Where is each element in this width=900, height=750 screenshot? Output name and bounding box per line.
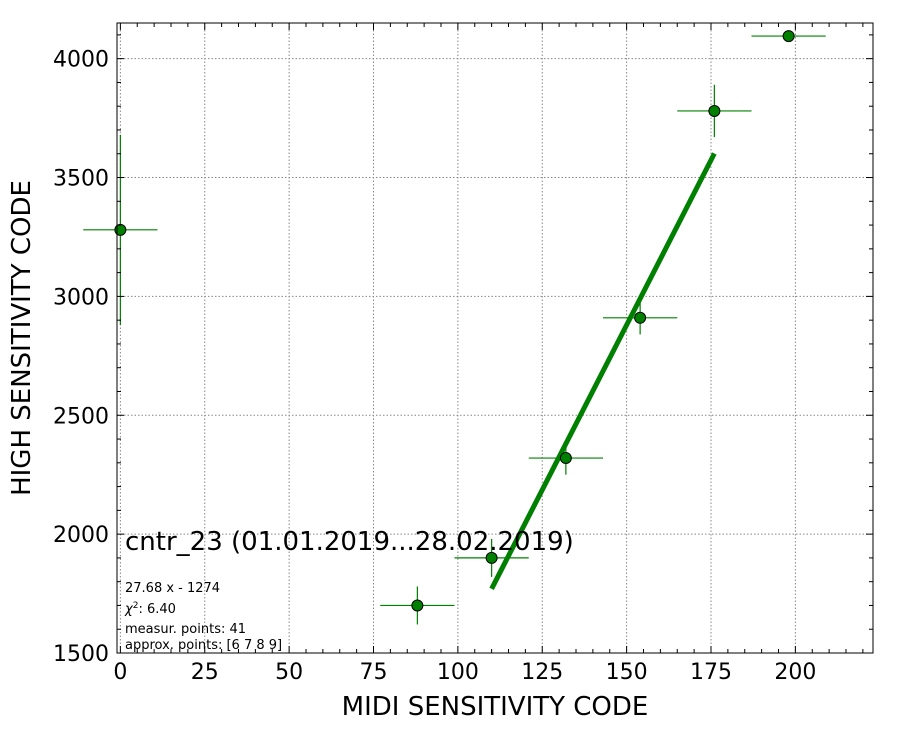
data-point — [634, 311, 647, 324]
annotation-chi2: χ2: 6.40 — [124, 601, 176, 617]
fit-line-layer — [489, 152, 717, 590]
grid — [117, 23, 873, 654]
x-tick-label: 200 — [774, 660, 816, 685]
y-tick-label: 1500 — [53, 642, 109, 667]
data-point — [114, 223, 127, 236]
data-point — [782, 30, 795, 43]
data-points — [114, 30, 795, 612]
x-tick-label: 100 — [437, 660, 479, 685]
x-tick-label: 175 — [690, 660, 732, 685]
chart-title: cntr_23 (01.01.2019...28.02.2019) — [125, 527, 574, 557]
x-tick-label: 25 — [191, 660, 219, 685]
x-tick-label: 0 — [113, 660, 127, 685]
annotation-approx-points: approx. points: [6 7 8 9] — [125, 638, 282, 653]
axis-ticks — [117, 23, 873, 654]
y-tick-label: 2500 — [53, 404, 109, 429]
x-axis-label: MIDI SENSITIVITY CODE — [342, 692, 649, 722]
data-point — [485, 551, 498, 564]
y-axis-label: HIGH SENSITIVITY CODE — [7, 180, 37, 496]
annotation-measur-points: measur. points: 41 — [125, 622, 246, 637]
x-tick-label: 125 — [521, 660, 563, 685]
x-tick-label: 50 — [275, 660, 303, 685]
chi2-value: : 6.40 — [138, 602, 175, 617]
superscript-two: 2 — [133, 601, 139, 611]
x-tick-label: 75 — [360, 660, 388, 685]
tick-labels: 0 25 50 75 100 125 150 175 200 1500 2000 2500 3000 35… — [53, 48, 816, 685]
y-tick-label: 3500 — [53, 167, 109, 192]
data-point — [708, 104, 721, 117]
y-tick-label: 3000 — [53, 285, 109, 310]
x-tick-label: 150 — [606, 660, 648, 685]
data-point — [559, 452, 572, 465]
y-tick-label: 4000 — [53, 48, 109, 73]
data-point — [411, 599, 424, 612]
annotation-formula: 27.68 x - 1274 — [125, 581, 220, 596]
plot-frame — [116, 22, 874, 654]
fit-line — [489, 152, 717, 590]
chi-symbol: χ — [124, 602, 134, 617]
y-tick-label: 2000 — [53, 523, 109, 548]
